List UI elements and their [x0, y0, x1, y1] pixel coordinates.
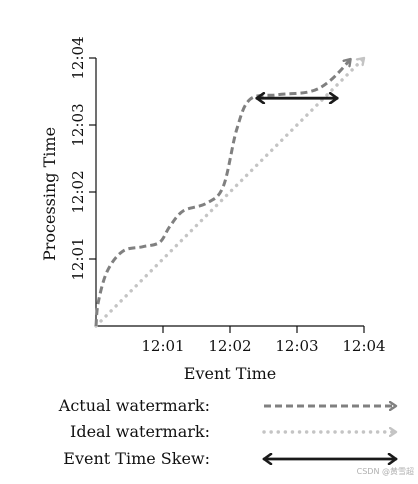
y-tick-label: 12:01 — [69, 237, 87, 280]
x-axis-title: Event Time — [184, 364, 276, 383]
y-ticks: 12:01 12:02 12:03 12:04 — [69, 36, 96, 281]
y-tick-label: 12:04 — [69, 36, 87, 79]
legend-label: Actual watermark: — [58, 396, 210, 415]
series-line-ideal-watermark — [94, 56, 366, 328]
x-tick-label: 12:03 — [275, 337, 318, 355]
series-layer — [94, 56, 366, 328]
x-tick-label: 12:04 — [342, 337, 385, 355]
y-tick-label: 12:02 — [69, 170, 87, 213]
legend: Actual watermark: Ideal watermark: Event T… — [58, 396, 398, 468]
y-axis-title: Processing Time — [40, 127, 59, 261]
legend-label: Ideal watermark: — [70, 422, 210, 441]
legend-label: Event Time Skew: — [63, 449, 210, 468]
x-tick-label: 12:01 — [141, 337, 184, 355]
csdn-watermark: CSDN @黄雪超 — [357, 466, 414, 476]
x-ticks: 12:01 12:02 12:03 12:04 — [141, 326, 386, 355]
x-tick-label: 12:02 — [208, 337, 251, 355]
y-tick-label: 12:03 — [69, 103, 87, 146]
